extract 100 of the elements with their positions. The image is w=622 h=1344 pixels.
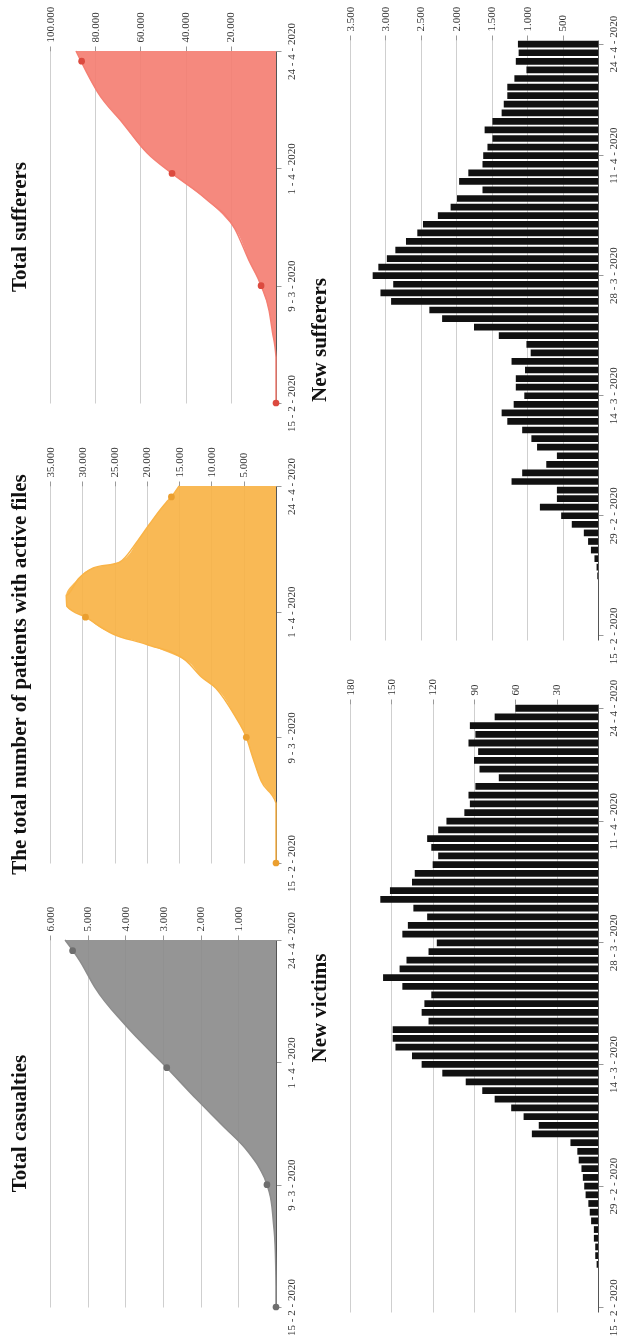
bar — [391, 298, 598, 305]
bar — [588, 538, 598, 545]
bar — [469, 722, 598, 730]
text: The total number of patients with active files — [7, 474, 31, 875]
bar — [492, 135, 598, 142]
bar — [498, 332, 598, 340]
y-tick-label: 11 - 4 - 2020 — [606, 126, 619, 184]
bar — [522, 469, 598, 477]
bar — [383, 974, 598, 981]
bar — [515, 375, 598, 382]
x-tick-label: 20.000 — [140, 446, 153, 478]
bar — [432, 861, 598, 869]
x-tick-label: 35.000 — [43, 446, 56, 478]
bar — [525, 366, 598, 374]
x-tick-label: 5.000 — [237, 452, 250, 478]
bar — [407, 922, 598, 929]
bar — [459, 178, 598, 185]
x-tick-label: 180 — [343, 678, 356, 696]
bar — [414, 869, 598, 877]
y-tick-label: 24 - 4 - 2020 — [284, 22, 297, 80]
y-tick-label: 24 - 4 - 2020 — [606, 679, 619, 737]
y-tick-label: 24 - 4 - 2020 — [606, 15, 619, 73]
bar — [442, 315, 598, 322]
y-tick-label: 9 - 3 - 2020 — [284, 260, 297, 312]
y-tick-label: 15 - 2 - 2020 — [606, 606, 619, 665]
y-tick-label: 15 - 2 - 2020 — [284, 1278, 297, 1336]
bar — [446, 817, 598, 825]
y-tick-label: 1 - 4 - 2020 — [284, 586, 297, 638]
bar — [498, 774, 598, 782]
y-tick-label: 15 - 2 - 2020 — [606, 1278, 619, 1337]
x-tick-label: 3.500 — [343, 6, 356, 32]
bar — [380, 896, 598, 903]
bar — [593, 1226, 598, 1233]
bar — [515, 704, 598, 712]
bar — [581, 1165, 598, 1173]
bar — [431, 843, 598, 851]
bar — [389, 887, 598, 895]
bar — [515, 58, 598, 65]
x-tick-label: 30 — [550, 684, 563, 696]
bar — [526, 340, 598, 348]
x-tick-label: 40.000 — [179, 11, 192, 43]
x-tick-label: 60 — [508, 684, 521, 696]
bar — [585, 1191, 598, 1199]
x-tick-label: 1.000 — [520, 6, 533, 32]
bar — [427, 835, 598, 842]
bar — [511, 478, 598, 485]
bar — [595, 1252, 598, 1259]
bar — [594, 555, 598, 562]
x-tick-label: 2.000 — [194, 906, 207, 932]
x-tick-label: 20.000 — [224, 11, 237, 43]
bar — [421, 1061, 598, 1068]
bar — [523, 1113, 598, 1120]
bar — [372, 272, 598, 280]
bar — [582, 1174, 598, 1181]
bar — [482, 1087, 598, 1094]
y-tick-label: 1 - 4 - 2020 — [284, 1036, 297, 1089]
x-tick-label: 120 — [426, 678, 439, 696]
x-tick-label: 5.000 — [81, 906, 94, 932]
x-tick-label: 1.500 — [485, 6, 498, 32]
bar — [428, 948, 598, 955]
x-tick-label: 2.000 — [449, 6, 462, 32]
bar — [507, 83, 598, 91]
x-tick-label: 3.000 — [156, 906, 169, 932]
x-tick-label: 30.000 — [75, 446, 88, 478]
x-tick-label: 90 — [467, 684, 480, 696]
bar — [378, 263, 598, 271]
x-tick-label: 4.000 — [118, 906, 131, 932]
bar — [395, 246, 598, 254]
bar — [392, 1035, 598, 1042]
y-tick-label: 28 - 3 - 2020 — [606, 246, 619, 305]
y-tick-label: 24 - 4 - 2020 — [284, 911, 297, 969]
bar — [522, 426, 598, 434]
bar — [538, 1121, 598, 1129]
bar — [474, 323, 598, 331]
bar — [464, 809, 598, 816]
bar — [526, 66, 598, 74]
bar — [406, 956, 598, 964]
y-tick-label: 14 - 3 - 2020 — [606, 366, 619, 425]
x-tick-label: 100.000 — [43, 6, 56, 43]
bar — [392, 1026, 598, 1034]
bar — [437, 212, 598, 220]
y-tick-label: 29 - 2 - 2020 — [606, 1157, 619, 1215]
text: Total sufferers — [7, 161, 31, 293]
bar — [556, 495, 598, 502]
bar — [412, 1052, 598, 1060]
bar — [402, 982, 598, 990]
x-tick-label: 15.000 — [172, 446, 185, 478]
bar — [513, 400, 598, 408]
bar — [492, 118, 598, 125]
bar — [386, 255, 598, 262]
y-tick-label: 15 - 2 - 2020 — [284, 834, 297, 892]
bar — [571, 520, 598, 528]
bar — [511, 358, 598, 365]
x-tick-label: 500 — [556, 14, 569, 32]
bar — [577, 1147, 598, 1155]
bar — [487, 143, 598, 151]
bar — [478, 748, 598, 756]
bar — [514, 75, 598, 82]
x-tick-label: 10.000 — [204, 446, 217, 478]
text: Total casualties — [7, 1054, 31, 1193]
